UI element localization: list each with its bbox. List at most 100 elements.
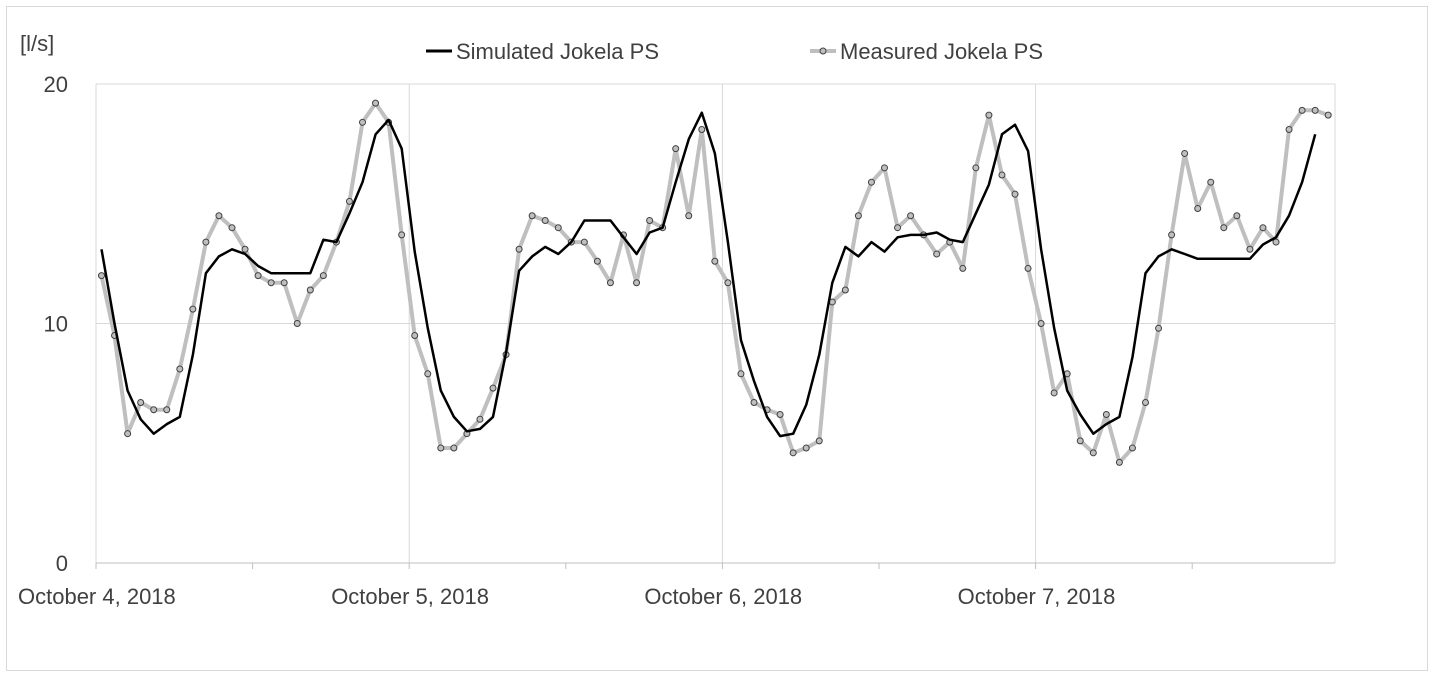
legend: Simulated Jokela PS Measured Jokela PS [426,39,1043,64]
data-point [319,272,327,280]
data-point [1259,224,1267,232]
data-point [176,365,184,373]
data-point [1233,212,1241,220]
x-tick-label: October 5, 2018 [331,584,489,609]
data-point [124,430,132,438]
y-tick-label: 20 [44,72,68,97]
x-tick-label: October 6, 2018 [644,584,802,609]
data-point [1285,126,1293,134]
data-point [1168,231,1176,239]
data-point [881,164,888,172]
data-point [228,224,236,232]
data-point [593,257,601,265]
data-point [267,279,275,287]
data-point [646,217,654,225]
data-point [841,286,849,294]
data-point [1194,205,1202,213]
data-point [1142,399,1149,407]
data-point [489,384,497,392]
data-point [372,99,380,107]
simulated-jokela-ps-series [100,111,1317,438]
data-point [1024,264,1032,272]
data-point [933,250,941,258]
simulated-jokela-ps-line [100,111,1317,438]
data-point [907,212,915,220]
data-point [424,370,432,378]
data-point [737,370,745,378]
data-point [998,171,1006,179]
data-point [202,238,210,246]
data-point [163,406,171,414]
data-point [541,217,549,225]
data-point [776,411,784,419]
legend-label: Measured Jokela PS [840,39,1043,64]
x-tick-labels: October 4, 2018 October 5, 2018 October 6,… [18,584,1115,609]
data-point [293,320,301,327]
data-point [1128,444,1136,452]
data-point [306,286,314,294]
data-point [815,437,823,445]
data-point [672,145,680,153]
data-point [137,399,145,407]
data-point [867,178,875,186]
data-point [1181,149,1189,157]
data-point [724,279,732,287]
data-point [1076,437,1084,445]
data-point [215,212,223,220]
data-point [280,279,288,287]
data-point [528,212,536,220]
data-point [476,415,484,423]
data-point [1298,106,1306,114]
data-point [1324,111,1332,119]
data-point [1155,324,1163,332]
y-tick-label: 10 [44,312,68,337]
data-point [633,279,641,287]
data-point [254,272,262,280]
data-point [985,111,993,119]
data-point [894,224,902,232]
data-point [1037,320,1045,327]
data-point [750,399,758,407]
data-point [711,257,719,265]
data-point [698,126,706,134]
y-axis-label: [l/s] [20,31,54,56]
data-point [1272,238,1280,246]
data-point [1050,389,1058,397]
data-point [189,305,197,313]
x-tick-label: October 7, 2018 [958,584,1116,609]
data-point [1311,106,1319,114]
x-tick-label: October 4, 2018 [18,584,176,609]
data-point [98,272,105,280]
data-point [789,449,797,457]
x-axis-ticks [95,563,1193,569]
data-point [1220,224,1228,232]
data-point [802,444,810,452]
data-point [1011,190,1019,198]
y-tick-label: 0 [56,551,68,576]
chart-frame [6,6,1428,671]
data-point [1246,245,1254,253]
data-point [1115,458,1123,466]
data-point [150,406,158,414]
data-point [1207,178,1215,186]
data-point [450,444,458,452]
data-point [398,231,406,239]
data-point [1102,411,1110,419]
data-point [972,164,980,172]
y-tick-labels: 0 10 20 [44,72,68,576]
data-point [359,118,366,126]
data-point [854,212,862,220]
legend-marker [819,47,827,55]
data-point [437,444,445,452]
data-point [685,212,693,220]
data-point [515,245,523,253]
data-point [411,331,419,339]
data-point [554,224,562,232]
legend-label: Simulated Jokela PS [456,39,659,64]
data-point [959,264,967,272]
grid-lines [95,83,1336,563]
data-point [241,245,249,253]
series-layer [98,99,1332,466]
data-point [606,279,614,287]
